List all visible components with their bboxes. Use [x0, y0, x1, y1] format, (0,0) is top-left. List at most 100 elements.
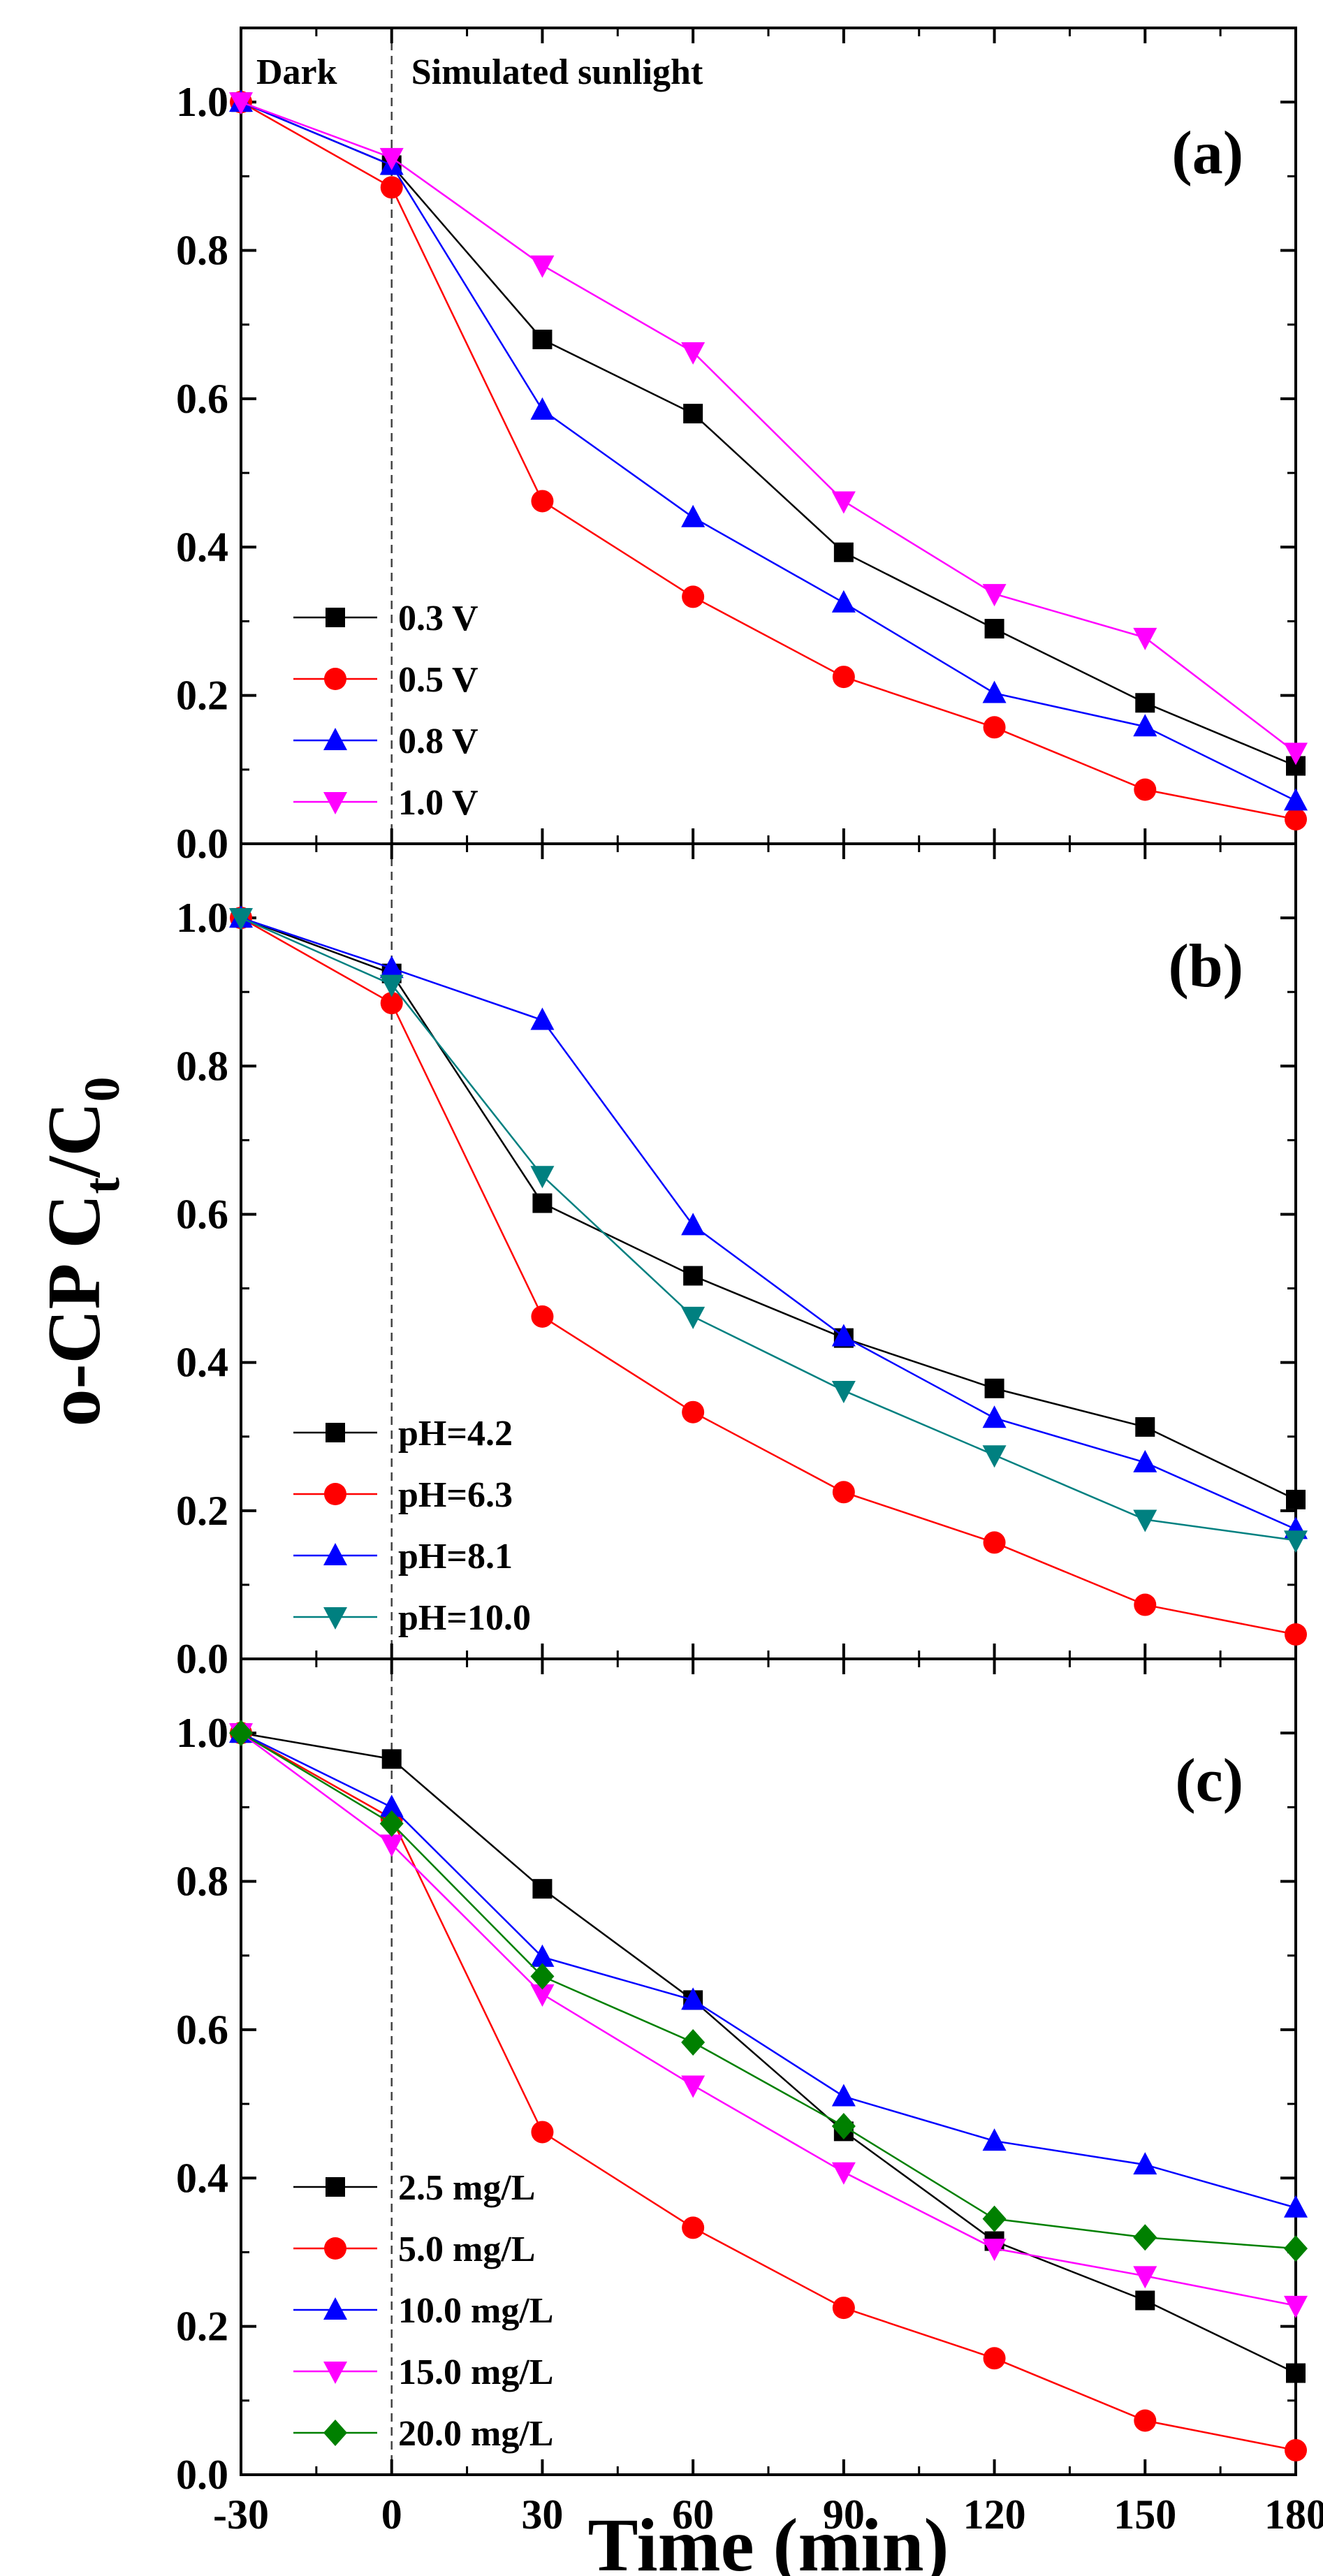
data-point [831, 2112, 856, 2139]
y-tick-label: 0.2 [176, 1488, 228, 1534]
data-point [831, 491, 856, 514]
data-point [831, 2162, 856, 2185]
legend-swatch-marker [323, 792, 347, 814]
series-ph-10-0 [229, 908, 1308, 1553]
series-line [240, 101, 1296, 821]
panel-label: (b) [1168, 932, 1243, 1000]
series-1-0-v [229, 92, 1308, 766]
data-point [532, 1193, 553, 1213]
legend-label: 20.0 mg/L [398, 2414, 553, 2454]
y-tick-label: 1.0 [176, 79, 228, 125]
legend-swatch-marker [326, 2177, 345, 2197]
legend: pH=4.2 pH=6.3 pH=8.1 pH=10.0 [293, 1414, 531, 1638]
panel-b: 0.00.20.40.60.81.0(b)pH=4.2pH=6.3pH=8.1p… [176, 842, 1308, 1682]
series-0-5-v [230, 91, 1307, 830]
data-point [1284, 742, 1308, 766]
data-point [831, 590, 856, 613]
y-title-sub-0: 0 [74, 1077, 130, 1102]
data-point [682, 585, 705, 608]
data-point [1133, 714, 1157, 737]
data-point [531, 1305, 554, 1328]
y-tick-label: 0.4 [176, 524, 228, 570]
data-point [984, 1378, 1004, 1398]
data-point [832, 1481, 855, 1504]
y-title-sub-t: t [74, 1178, 130, 1194]
data-point [681, 504, 706, 527]
y-tick-label: 1.0 [176, 895, 228, 941]
legend-label: 1.0 V [398, 783, 478, 823]
y-tick-label: 0.2 [176, 673, 228, 719]
data-point [983, 716, 1006, 739]
series-line [240, 1732, 1296, 2250]
data-point [1133, 1509, 1157, 1532]
y-tick-label: 0.8 [176, 1859, 228, 1905]
y-axis-title: o-CP Ct/C0 [33, 1077, 130, 1427]
data-point [530, 397, 555, 420]
legend-swatch-marker [323, 1543, 347, 1565]
legend-label: 5.0 mg/L [398, 2230, 535, 2269]
series-line [240, 1732, 1296, 2452]
legend-swatch-marker [324, 2237, 346, 2260]
panel-label: (a) [1171, 119, 1243, 187]
x-tick-label: 0 [381, 2491, 402, 2538]
data-point [1284, 788, 1308, 811]
data-point [1134, 1593, 1157, 1616]
data-point [532, 1879, 553, 1899]
data-point [982, 680, 1007, 703]
y-tick-label: 0.0 [176, 2452, 228, 2498]
x-tick-label: 60 [672, 2491, 714, 2538]
legend-label: 15.0 mg/L [398, 2352, 553, 2392]
data-point [982, 584, 1007, 607]
data-point [683, 1266, 703, 1286]
data-point [1286, 2363, 1306, 2383]
y-tick-label: 0.8 [176, 1043, 228, 1089]
data-point [681, 1213, 706, 1236]
data-point [530, 1166, 555, 1189]
data-point [379, 1794, 404, 1817]
series-line [240, 101, 1296, 802]
x-tick-label: -30 [213, 2491, 269, 2538]
series-line [240, 1732, 1296, 2209]
data-point [982, 2239, 1007, 2262]
data-point [1135, 693, 1155, 713]
data-point [379, 956, 404, 979]
legend-swatch-marker [323, 728, 347, 750]
data-point [531, 2121, 554, 2144]
data-point [1285, 2438, 1307, 2461]
data-point [983, 1531, 1006, 1554]
legend-swatch-marker [324, 1483, 346, 1505]
data-point [681, 342, 706, 365]
data-point [380, 992, 403, 1015]
legend-swatch-marker [326, 608, 345, 627]
data-point [831, 1324, 856, 1347]
series-line [240, 101, 1296, 767]
data-point [832, 666, 855, 689]
y-title-mid: /C [33, 1102, 116, 1179]
data-point [1284, 2195, 1308, 2218]
data-point [1133, 2266, 1157, 2289]
data-point [381, 1749, 402, 1769]
data-point [1284, 2235, 1308, 2262]
legend-swatch-marker [323, 1607, 347, 1630]
y-tick-label: 0.8 [176, 228, 228, 274]
x-tick-labels: -30 0 30 60 90 120 150 180 [213, 2491, 1323, 2538]
data-point [683, 404, 703, 424]
legend-label: 0.3 V [398, 599, 478, 638]
legend-label: pH=6.3 [398, 1475, 513, 1515]
data-point [531, 490, 554, 513]
y-tick-label: 0.6 [176, 376, 228, 422]
x-tick-label: 150 [1113, 2491, 1176, 2538]
data-point [380, 176, 403, 199]
legend-swatch-marker [323, 2420, 347, 2446]
data-point [530, 1944, 555, 1967]
data-point [379, 147, 404, 170]
y-tick-label: 0.0 [176, 1636, 228, 1682]
data-point [982, 2128, 1007, 2151]
data-point [1134, 778, 1157, 801]
series-line [240, 917, 1296, 1636]
series-line [240, 916, 1296, 1501]
y-tick-label: 0.6 [176, 2007, 228, 2053]
legend-swatch-marker [323, 2297, 347, 2320]
data-point [1133, 1449, 1157, 1472]
